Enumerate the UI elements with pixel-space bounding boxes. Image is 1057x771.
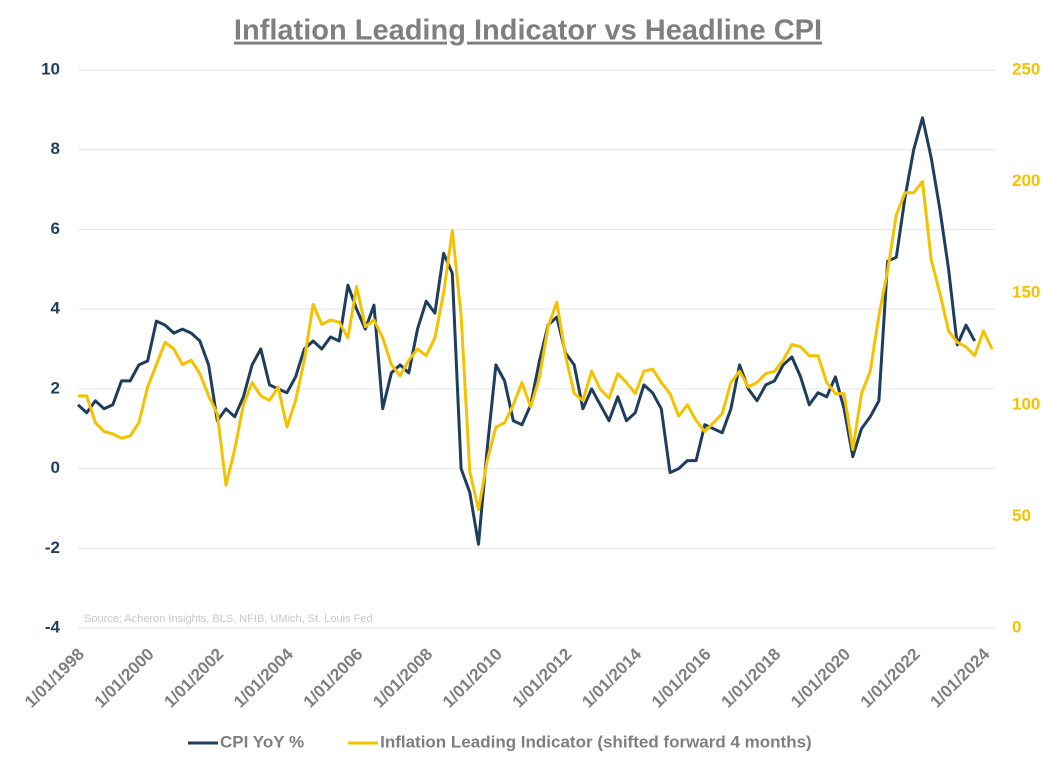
x-tick-label: 1/01/2014: [578, 644, 645, 711]
y2-tick-label: 100: [1012, 394, 1040, 413]
x-tick-label: 1/01/2008: [369, 645, 436, 712]
y-tick-label: -4: [45, 617, 61, 636]
y-tick-label: 10: [41, 59, 60, 78]
chart-title: Inflation Leading Indicator vs Headline …: [234, 15, 822, 47]
x-tick-label: 1/01/2010: [439, 645, 506, 712]
y2-tick-label: 0: [1012, 617, 1021, 636]
x-tick-label: 1/01/1998: [21, 645, 88, 712]
y2-tick-label: 50: [1012, 506, 1031, 525]
y-tick-label: 4: [51, 299, 61, 318]
y-tick-label: 0: [51, 458, 60, 477]
x-tick-label: 1/01/2022: [857, 645, 924, 712]
x-tick-label: 1/01/2020: [787, 645, 854, 712]
legend-label: Inflation Leading Indicator (shifted for…: [380, 732, 812, 751]
y2-tick-label: 250: [1012, 59, 1040, 78]
y-tick-label: 8: [51, 139, 60, 158]
x-tick-label: 1/01/2012: [509, 645, 576, 712]
x-tick-label: 1/01/2024: [926, 644, 993, 711]
source-note: Source: Acheron Insights, BLS, NFIB, UMi…: [84, 613, 373, 625]
y-tick-label: 2: [51, 378, 60, 397]
legend-label: CPI YoY %: [220, 732, 304, 751]
y2-tick-label: 150: [1012, 283, 1040, 302]
x-tick-label: 1/01/2018: [718, 645, 785, 712]
y-tick-label: 6: [51, 219, 60, 238]
y2-tick-label: 200: [1012, 171, 1040, 190]
series-line: [78, 180, 994, 512]
series-line: [76, 116, 977, 546]
y-tick-label: -2: [45, 538, 60, 557]
x-tick-label: 1/01/2000: [91, 645, 158, 712]
x-tick-label: 1/01/2006: [300, 645, 367, 712]
x-tick-label: 1/01/2004: [230, 644, 297, 711]
x-tick-label: 1/01/2016: [648, 645, 715, 712]
x-tick-label: 1/01/2002: [160, 645, 227, 712]
